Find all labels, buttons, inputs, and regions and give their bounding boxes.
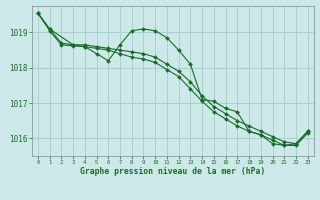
X-axis label: Graphe pression niveau de la mer (hPa): Graphe pression niveau de la mer (hPa)	[80, 167, 265, 176]
